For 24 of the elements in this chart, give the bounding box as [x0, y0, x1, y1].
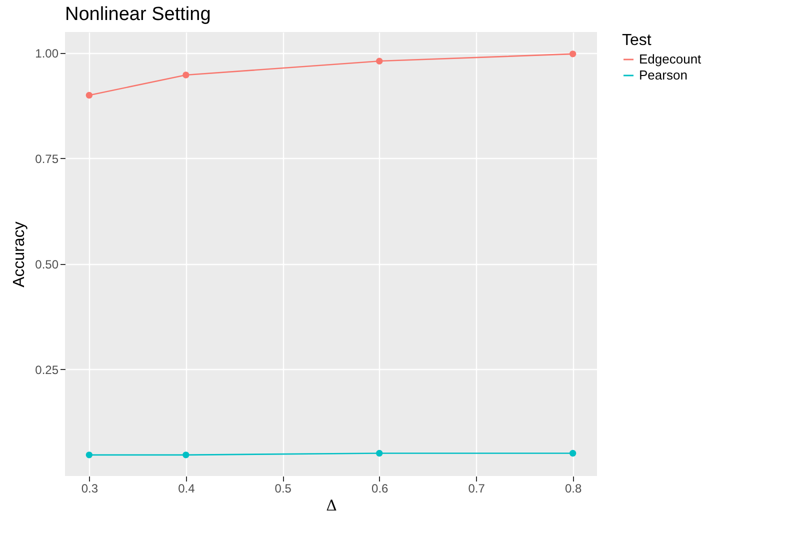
point [376, 58, 383, 64]
chart-title: Nonlinear Setting [65, 4, 211, 25]
x-axis-title: Δ [326, 496, 338, 514]
x-tick-label: 0.4 [178, 482, 196, 496]
x-tick-label: 0.7 [468, 482, 486, 496]
legend-label: Pearson [639, 68, 688, 82]
point [376, 450, 383, 457]
point [182, 72, 190, 78]
point [86, 452, 93, 458]
point [569, 50, 576, 58]
legend-label: Edgecount [639, 52, 702, 66]
point [86, 92, 93, 99]
y-tick-label: 1.00 [35, 46, 59, 61]
point [569, 450, 576, 457]
y-tick-label: 0.75 [35, 152, 59, 166]
x-tick-label: 0.6 [372, 482, 389, 496]
y-tick-label: 0.50 [35, 257, 59, 272]
x-tick-label: 0.8 [564, 482, 582, 496]
point [182, 452, 190, 458]
x-tick-label: 0.3 [81, 482, 98, 496]
y-tick-label: 0.25 [35, 362, 59, 377]
legend-title: Test [622, 32, 652, 49]
x-tick-label: 0.5 [274, 482, 292, 496]
y-axis-title: Accuracy [11, 222, 28, 288]
